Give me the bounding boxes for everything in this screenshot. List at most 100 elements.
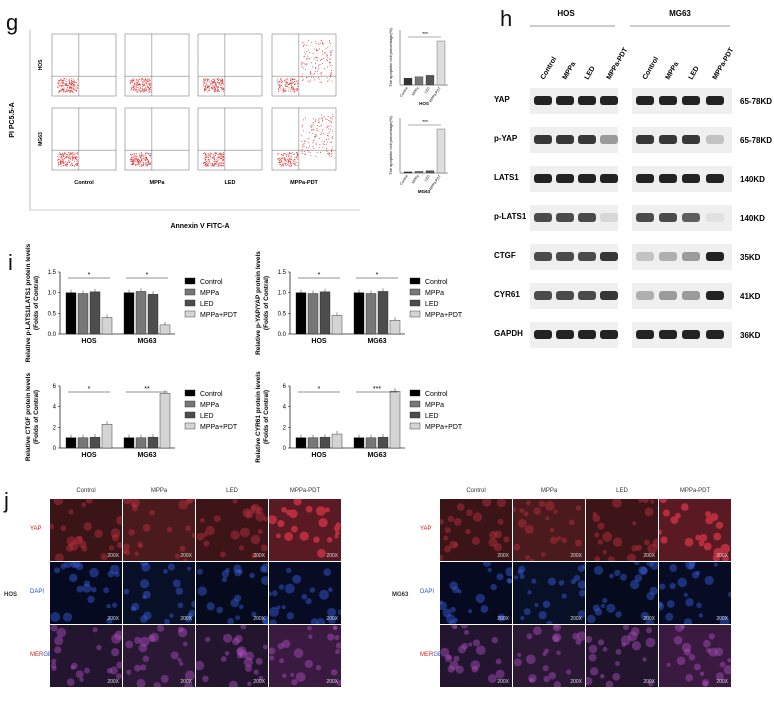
cell xyxy=(552,625,562,632)
cell xyxy=(64,562,72,568)
cell xyxy=(468,609,473,614)
cell xyxy=(488,537,498,547)
cell xyxy=(588,653,597,662)
cell xyxy=(179,661,184,666)
cell xyxy=(615,661,620,667)
column-label: LED xyxy=(226,488,238,494)
cell xyxy=(240,527,250,538)
y-tick-label: 1.5 xyxy=(48,270,57,276)
cell xyxy=(644,507,654,517)
bar xyxy=(147,294,159,335)
blot-band xyxy=(636,174,654,183)
cell xyxy=(723,665,731,675)
cell xyxy=(490,583,497,591)
legend-label: MPPa xyxy=(200,402,219,409)
band-name: CYR61 xyxy=(494,290,520,299)
cell xyxy=(472,512,483,522)
cell xyxy=(542,665,549,672)
cell xyxy=(291,525,298,533)
blot-band xyxy=(534,330,552,339)
blot-band xyxy=(556,291,574,300)
cell xyxy=(665,612,674,621)
cell xyxy=(640,566,648,575)
cell xyxy=(148,634,156,642)
dot-plot-frame xyxy=(197,33,263,97)
cell xyxy=(111,633,122,644)
blot-band xyxy=(682,291,700,300)
cell xyxy=(174,553,181,559)
cell xyxy=(696,602,702,609)
cell xyxy=(66,536,77,546)
lane-label: MPPa-PDT xyxy=(606,46,630,81)
cell xyxy=(449,540,458,549)
blot-band xyxy=(534,96,552,105)
cell xyxy=(464,629,469,635)
cell xyxy=(258,675,264,681)
cell xyxy=(196,533,205,541)
cell xyxy=(642,499,649,503)
cell xyxy=(56,627,67,638)
lane-label: MPPa-PDT xyxy=(712,46,736,81)
sig-marker: * xyxy=(376,272,379,279)
cell xyxy=(277,643,284,650)
blot-band xyxy=(682,252,700,261)
sig-marker: * xyxy=(88,272,91,279)
cell xyxy=(489,530,498,539)
cell xyxy=(440,519,444,525)
bar xyxy=(295,292,307,335)
cell xyxy=(230,530,240,540)
cell xyxy=(269,606,279,617)
cell xyxy=(615,611,622,618)
cell xyxy=(184,670,195,681)
cell xyxy=(92,627,98,633)
legend-label: MPPa xyxy=(200,290,219,297)
legend-label: MPPa xyxy=(425,402,444,409)
blot-band xyxy=(636,213,654,222)
band-kd: 36KD xyxy=(740,331,761,340)
cell xyxy=(123,588,130,595)
cell xyxy=(468,642,473,647)
cells-overlay xyxy=(50,499,122,561)
bar xyxy=(77,437,89,449)
cell xyxy=(602,550,607,555)
cell xyxy=(646,592,655,601)
cell xyxy=(561,593,567,599)
cell xyxy=(722,554,729,561)
cell xyxy=(262,644,268,650)
cell xyxy=(659,601,664,611)
band-name: YAP xyxy=(494,95,510,104)
cell xyxy=(338,609,341,616)
panel-letter-g: g xyxy=(6,10,19,35)
cell xyxy=(177,626,184,633)
cell xyxy=(160,674,169,683)
cell xyxy=(221,570,230,578)
band-kd: 35KD xyxy=(740,253,761,262)
legend-label: Control xyxy=(200,391,223,398)
cell xyxy=(594,556,600,561)
cell xyxy=(505,567,512,577)
cell xyxy=(644,619,655,624)
bar xyxy=(101,317,113,335)
cell xyxy=(627,553,636,561)
cell xyxy=(75,562,84,571)
merged-label-red: MER xyxy=(420,652,434,658)
cell xyxy=(75,670,84,679)
fluorescence-image: 200X xyxy=(659,562,731,624)
row-label: DAPI xyxy=(30,589,45,595)
cell xyxy=(313,536,320,543)
row-label-hos: HOS xyxy=(38,59,44,71)
panel-letter-j: j xyxy=(4,488,9,513)
fluorescence-image: 200X xyxy=(196,625,268,687)
cell xyxy=(111,534,120,542)
band-kd: 140KD xyxy=(740,214,765,223)
cell xyxy=(149,510,155,516)
cell xyxy=(503,536,510,543)
cell xyxy=(172,579,181,588)
band-name: p-YAP xyxy=(494,134,518,143)
cells-overlay xyxy=(196,499,268,559)
cell xyxy=(89,567,99,578)
cell xyxy=(223,633,233,643)
cells-overlay xyxy=(659,562,731,624)
cell xyxy=(206,602,215,611)
magnification-label: 200X xyxy=(107,616,119,622)
